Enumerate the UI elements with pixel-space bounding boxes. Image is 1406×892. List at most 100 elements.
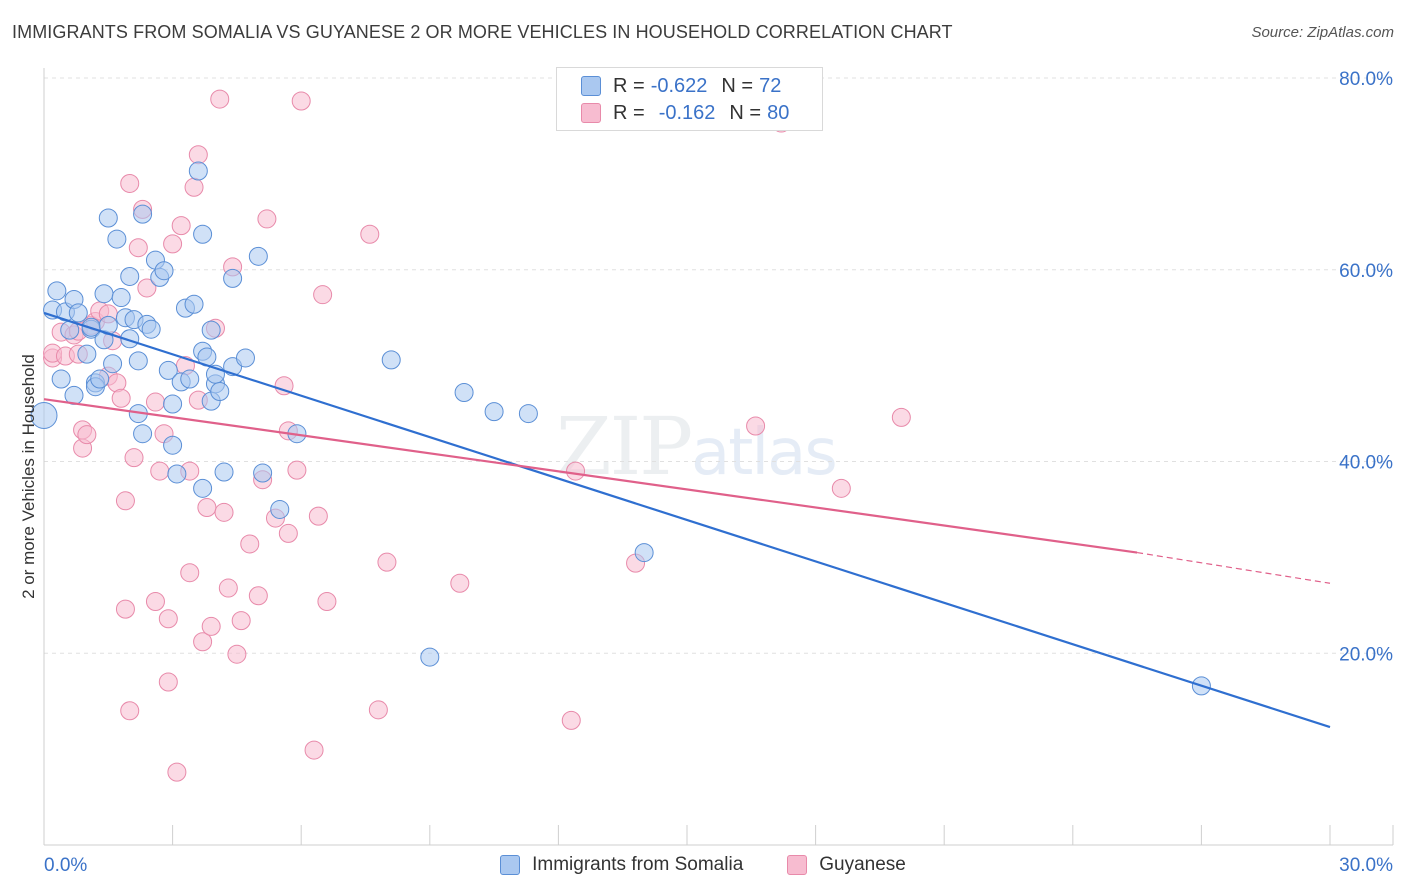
- legend-row-guyanese: R = -0.162 N = 80: [581, 100, 789, 126]
- guyanese-point: [210, 89, 230, 109]
- somalia-point: [193, 478, 213, 498]
- guyanese-point: [163, 234, 183, 254]
- guyanese-point: [308, 506, 328, 526]
- guyanese-trend-extension: [1137, 551, 1331, 584]
- guyanese-point: [124, 448, 144, 468]
- guyanese-point: [377, 552, 397, 572]
- legend-r-value: -0.162: [658, 101, 716, 124]
- somalia-point: [158, 360, 178, 380]
- guyanese-point: [248, 586, 268, 606]
- guyanese-point: [304, 740, 324, 760]
- guyanese-point: [145, 591, 165, 611]
- somalia-point: [518, 404, 538, 424]
- somalia-point: [30, 401, 58, 429]
- y-axis-title: 2 or more Vehicles in Household: [19, 354, 38, 599]
- guyanese-point: [111, 388, 131, 408]
- somalia-point: [94, 284, 114, 304]
- y-tick-label: 80.0%: [1339, 69, 1393, 90]
- somalia-point: [184, 294, 204, 314]
- guyanese-point: [257, 209, 277, 229]
- guyanese-point: [115, 599, 135, 619]
- somalia-point: [163, 435, 183, 455]
- guyanese-point: [291, 91, 311, 111]
- legend-n-value: 72: [759, 74, 782, 97]
- somalia-point: [214, 462, 234, 482]
- guyanese-point: [184, 177, 204, 197]
- somalia-point: [484, 402, 504, 422]
- legend-item-somalia: Immigrants from Somalia: [500, 854, 743, 876]
- somalia-point: [420, 647, 440, 667]
- somalia-point: [223, 268, 243, 288]
- somalia-point: [120, 266, 140, 286]
- somalia-point: [111, 288, 131, 308]
- source-credit: Source: ZipAtlas.com: [1251, 24, 1394, 41]
- legend-n-label: N =: [721, 74, 754, 97]
- guyanese-point: [368, 700, 388, 720]
- legend-item-guyanese: Guyanese: [787, 854, 906, 876]
- guyanese-point: [218, 578, 238, 598]
- somalia-point: [98, 208, 118, 228]
- legend-label-guyanese: Guyanese: [819, 854, 906, 875]
- somalia-point: [454, 382, 474, 402]
- guyanese-point: [240, 534, 260, 554]
- guyanese-point: [77, 425, 97, 445]
- y-tick-label: 60.0%: [1339, 261, 1393, 282]
- y-tick-label: 20.0%: [1339, 644, 1393, 665]
- guyanese-point: [188, 145, 208, 165]
- y-tick-label: 40.0%: [1339, 453, 1393, 474]
- guyanese-point: [746, 416, 766, 436]
- guyanese-point: [214, 502, 234, 522]
- somalia-point: [235, 348, 255, 368]
- somalia-point: [47, 281, 67, 301]
- x-tick-label: 0.0%: [44, 855, 87, 876]
- somalia-point: [103, 354, 123, 374]
- guyanese-point: [115, 491, 135, 511]
- legend-n-value: 80: [767, 101, 790, 124]
- guyanese-point: [831, 478, 851, 498]
- somalia-point: [193, 224, 213, 244]
- guyanese-point: [193, 632, 213, 652]
- somalia-point: [90, 369, 110, 389]
- guyanese-point: [360, 224, 380, 244]
- legend-swatch-guyanese: [787, 855, 808, 875]
- legend-swatch-somalia: [500, 855, 521, 875]
- somalia-point: [270, 499, 290, 519]
- somalia-point: [133, 204, 153, 224]
- guyanese-point: [450, 573, 470, 593]
- somalia-point: [180, 369, 200, 389]
- guyanese-point: [197, 498, 217, 518]
- somalia-point: [154, 261, 174, 281]
- somalia-trend-line: [43, 311, 1331, 729]
- correlation-legend: R = -0.622 N = 72 R = -0.162 N = 80: [556, 67, 823, 131]
- guyanese-point: [274, 376, 294, 396]
- somalia-point: [120, 329, 140, 349]
- somalia-point: [634, 543, 654, 563]
- guyanese-point: [278, 523, 298, 543]
- guyanese-point: [145, 392, 165, 412]
- somalia-point: [210, 382, 230, 402]
- guyanese-point: [158, 672, 178, 692]
- somalia-point: [77, 344, 97, 364]
- guyanese-point: [201, 616, 221, 636]
- legend-n-label: N =: [729, 101, 762, 124]
- somalia-point: [68, 303, 88, 323]
- somalia-point: [107, 229, 127, 249]
- guyanese-point: [317, 591, 337, 611]
- guyanese-point: [137, 278, 157, 298]
- guyanese-point: [150, 461, 170, 481]
- legend-swatch-somalia: [581, 76, 601, 96]
- legend-swatch-guyanese: [581, 103, 601, 123]
- series-legend: Immigrants from Somalia Guyanese: [0, 852, 1406, 878]
- somalia-point: [51, 369, 71, 389]
- somalia-point: [381, 350, 401, 370]
- legend-r-label: R =: [613, 74, 645, 97]
- legend-r-value: -0.622: [650, 74, 708, 97]
- guyanese-point: [313, 285, 333, 305]
- guyanese-point: [158, 609, 178, 629]
- legend-row-somalia: R = -0.622 N = 72: [581, 73, 781, 99]
- x-tick-label: 30.0%: [1339, 855, 1393, 876]
- somalia-point: [188, 161, 208, 181]
- trend-lines: [43, 311, 1331, 729]
- guyanese-point: [891, 407, 911, 427]
